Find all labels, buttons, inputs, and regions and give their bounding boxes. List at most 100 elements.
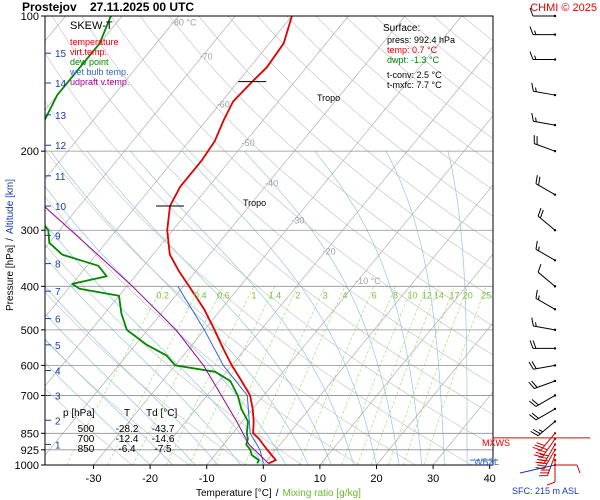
altitude-tick-label: 1 <box>55 440 61 451</box>
wind-barb-flag <box>538 176 541 186</box>
wind-barb-flag <box>535 240 538 250</box>
table-cell: -28.2 <box>116 424 139 435</box>
dry-adiabat <box>110 16 493 356</box>
wind-barb-flag <box>536 459 546 462</box>
sfc-wind-line <box>519 464 556 474</box>
mixing-ratio-tick-label: 4 <box>342 290 347 300</box>
wind-barb <box>533 135 557 153</box>
wind-barb-staff <box>533 90 556 96</box>
wind-barb <box>529 51 557 61</box>
wind-barb-flag <box>536 464 546 467</box>
wind-barb-staff <box>534 380 556 389</box>
chart-background <box>45 16 493 465</box>
dry-adiabat <box>227 16 493 244</box>
wind-barb-flag <box>531 380 538 388</box>
wind-barb-origin <box>553 14 557 18</box>
altitude-tick-label: 14 <box>55 79 67 90</box>
wind-barb <box>531 82 557 97</box>
table-header-t: T <box>124 408 130 419</box>
altitude-tick-label: 15 <box>55 49 67 60</box>
wind-barb-origin <box>553 93 557 97</box>
wind-barb-flag <box>537 263 542 273</box>
temperature-tick-label: 20 <box>370 473 382 485</box>
temperature-tick-label: -30 <box>86 473 102 485</box>
wind-barb-origin <box>553 443 557 446</box>
wind-barb-origin <box>553 193 557 196</box>
legend-title: SKEW-T <box>70 20 113 32</box>
wind-barb-origin <box>553 285 557 288</box>
dry-adiabat <box>81 16 493 385</box>
wind-barb-flag <box>529 414 537 421</box>
wind-barb-origin <box>553 364 557 367</box>
wind-barb-half-flag <box>535 322 537 327</box>
mixing-ratio-tick-label: 6 <box>372 290 377 300</box>
wind-barb-origin <box>553 328 557 332</box>
mixing-ratio-tick-label: 2 <box>295 290 300 300</box>
isotherm-label: -40 <box>265 179 278 189</box>
mixing-ratio-line <box>370 286 440 465</box>
x-axis-title: Temperature [°C] / Mixing ratio [g/kg] <box>196 488 361 499</box>
legend-item-updraft: udpraft v.temp. <box>70 77 129 87</box>
wind-barb <box>531 317 557 332</box>
wind-barb-flag <box>532 446 542 451</box>
wind-barb <box>535 175 557 196</box>
wind-barb-staff <box>534 143 556 152</box>
wind-barb-flag <box>528 361 534 370</box>
wind-barb-origin <box>553 149 557 153</box>
wind-barb-origin <box>553 394 557 397</box>
wind-barb-flag <box>537 449 546 453</box>
wind-barb-staff <box>535 248 556 261</box>
wind-barb-flag <box>531 361 537 369</box>
legend-item-dew-point: dew point <box>70 57 109 67</box>
isotherm-label: -60 <box>217 100 230 110</box>
wind-barb-staff <box>541 438 556 458</box>
pressure-tick-label: 850 <box>21 428 39 440</box>
pressure-tick-label: 925 <box>21 445 39 457</box>
table-cell: -7.5 <box>154 444 172 455</box>
datetime-title: 27.11.2025 00 UTC <box>90 0 194 14</box>
wind-barb-flag <box>529 26 534 35</box>
wind-barb-flag <box>531 112 534 122</box>
dry-adiabat <box>169 16 493 299</box>
mixing-ratio-tick-label: 17 <box>449 290 459 300</box>
wind-barb-flag <box>532 429 541 435</box>
wind-barb-staff <box>535 395 556 407</box>
wind-barb-origin <box>553 308 557 311</box>
pressure-tick-label: 300 <box>21 225 39 237</box>
wind-barb-half-flag <box>543 448 548 451</box>
wind-barb-origin <box>553 379 557 383</box>
isotherm <box>45 16 349 387</box>
pressure-tick-label: 600 <box>21 360 39 372</box>
wind-barb-flag <box>530 430 539 437</box>
altitude-tick-label: 11 <box>55 172 66 183</box>
altitude-tick-label: 10 <box>55 202 67 213</box>
surface-temp: temp: 0.7 °C <box>387 45 438 55</box>
altitude-tick-label: 6 <box>55 315 61 326</box>
wind-barb <box>535 240 557 262</box>
legend-item-virt-temp: virt.temp. <box>70 47 107 57</box>
wind-barb <box>537 207 557 232</box>
wind-barb-flag <box>531 412 539 419</box>
mixing-ratio-tick-label: 0.2 <box>156 290 169 300</box>
temperature-tick-label: 40 <box>484 473 496 485</box>
wind-barb <box>532 432 557 451</box>
temperature-tick-label: 30 <box>427 473 439 485</box>
wind-barb-staff <box>540 432 556 451</box>
dry-adiabat <box>139 16 493 327</box>
altitude-tick-label: 5 <box>55 341 61 352</box>
station-title: Prostejov <box>22 0 77 14</box>
wind-barb-staff <box>537 421 556 437</box>
dry-adiabat <box>491 16 493 18</box>
plot-frame <box>44 15 494 466</box>
tropopause-label-upper: Tropo <box>317 93 340 103</box>
wind-barb-flag <box>535 461 545 465</box>
mixing-ratio-line <box>357 286 428 465</box>
x-axis-title-sep: / <box>276 488 279 499</box>
wind-barb <box>528 379 557 389</box>
table-cell: 500 <box>78 424 95 435</box>
mixing-ratio-tick-label: 0.6 <box>217 290 230 300</box>
isotherm <box>489 460 493 465</box>
sfc-label: SFC: 215 m ASL <box>512 486 579 496</box>
chart-grid <box>45 16 493 465</box>
